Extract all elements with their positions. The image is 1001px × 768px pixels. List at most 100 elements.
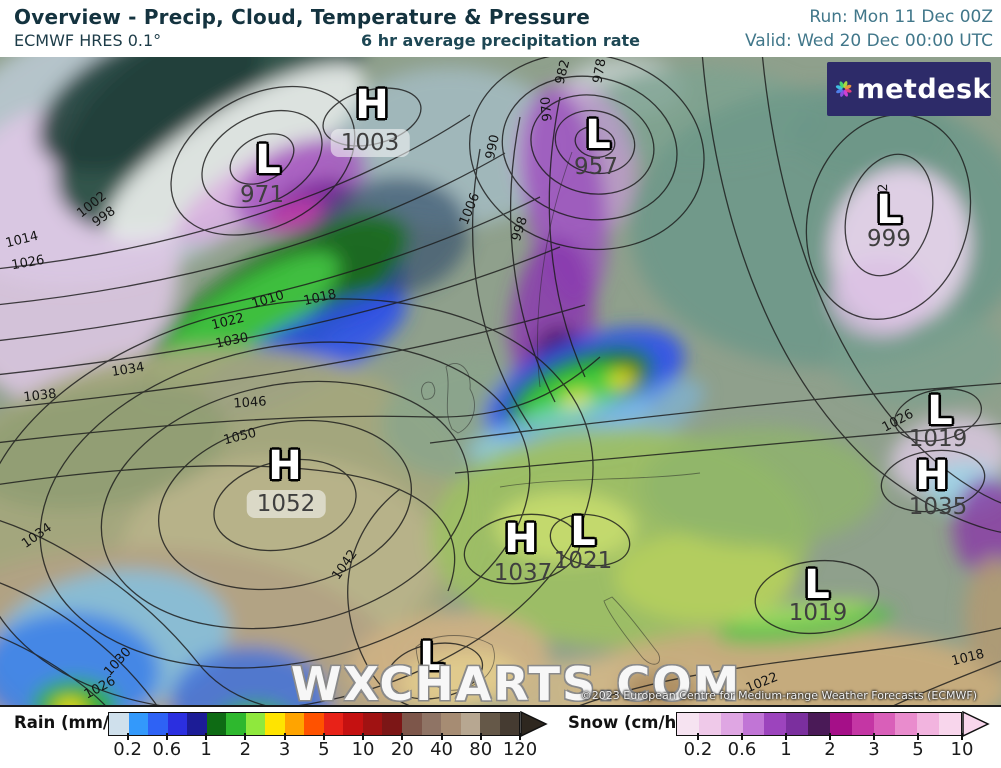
pressure-center-l: L — [876, 187, 902, 233]
colorbar-tick-value: 0.6 — [727, 739, 757, 760]
pressure-value: 1019 — [908, 426, 968, 452]
colorbar-tick-value: 5 — [912, 739, 924, 760]
colorbar-tick-value: 0.6 — [152, 739, 182, 760]
colorbar-arrow — [962, 711, 990, 737]
legend-bar: Rain (mm/hr) 0.2 0.6 1 2 3 5 10 20 40 80 120 Snow … — [0, 709, 1001, 768]
snow-colorbar-segments — [676, 712, 962, 736]
colorbar-tick-value: 10 — [351, 739, 375, 760]
colorbar-tick-value: 20 — [390, 739, 414, 760]
colorbar-segment — [677, 713, 699, 735]
copyright-notice: ©2023 European Centre for Medium-range W… — [580, 689, 977, 702]
colorbar-segment — [128, 713, 149, 735]
pressure-value: 1003 — [330, 129, 410, 157]
colorbar-tick — [917, 733, 919, 740]
colorbar-segment — [829, 713, 852, 735]
pressure-value: 957 — [574, 154, 618, 180]
colorbar-tick-value: 0.2 — [683, 739, 713, 760]
colorbar-tick-value: 3 — [868, 739, 880, 760]
rain-legend-label: Rain (mm/hr) — [14, 713, 137, 732]
colorbar-segment — [720, 713, 743, 735]
parameter-label: 6 hr average precipitation rate — [360, 31, 640, 50]
header-bar: Overview - Precip, Cloud, Temperature & … — [0, 0, 1001, 57]
colorbar-segment — [764, 713, 787, 735]
logo-petal — [836, 88, 843, 94]
colorbar-segment — [742, 713, 765, 735]
colorbar-segment — [873, 713, 896, 735]
colorbar-segment — [343, 713, 363, 735]
logo-petal — [843, 89, 848, 97]
colorbar-segment — [284, 713, 305, 735]
colorbar-segment — [441, 713, 461, 735]
valid-time: Valid: Wed 20 Dec 00:00 UTC — [745, 31, 993, 51]
pressure-value: 1021 — [553, 548, 613, 574]
colorbar-segment — [698, 713, 721, 735]
colorbar-tick — [519, 733, 521, 740]
metdesk-wordmark: metdesk — [856, 73, 991, 105]
snow-colorbar: 0.2 0.6 1 2 3 5 10 — [676, 711, 990, 760]
colorbar-segment — [939, 713, 961, 735]
colorbar-segment — [401, 713, 422, 735]
colorbar-segment — [245, 713, 266, 735]
page-title: Overview - Precip, Cloud, Temperature & … — [14, 5, 591, 29]
metdesk-logo: metdesk — [827, 62, 991, 116]
colorbar-tick — [244, 733, 247, 740]
colorbar-arrow — [520, 711, 548, 737]
pressure-value: 999 — [867, 226, 911, 252]
colorbar-segment — [265, 713, 285, 735]
colorbar-segment — [167, 713, 188, 735]
pressure-center-l: L — [804, 562, 830, 608]
colorbar-segment — [480, 713, 500, 735]
pressure-center-l: L — [585, 112, 611, 158]
colorbar-tick — [283, 733, 286, 740]
colorbar-segment — [226, 713, 246, 735]
colorbar-tick-value: 2 — [824, 739, 836, 760]
run-time: Run: Mon 11 Dec 00Z — [809, 7, 993, 27]
pressure-center-l: L — [419, 634, 445, 680]
pressure-center-h: H — [504, 516, 538, 562]
colorbar-tick-value: 0.2 — [113, 739, 142, 760]
colorbar-segment — [499, 713, 520, 735]
pressure-center-l: L — [570, 509, 596, 555]
pressure-center-h: H — [355, 82, 389, 128]
weather-map: metdesk WXCHARTS.COM ©2023 European Cent… — [0, 57, 1001, 707]
colorbar-tick-value: 80 — [469, 739, 493, 760]
pressure-value: 1035 — [908, 494, 968, 520]
colorbar-tick — [322, 733, 325, 740]
rain-colorbar-segments — [108, 712, 520, 736]
colorbar-segment — [323, 713, 344, 735]
colorbar-tick — [741, 733, 743, 740]
colorbar-segment — [895, 713, 918, 735]
pressure-center-l: L — [255, 137, 281, 183]
colorbar-tick — [961, 733, 963, 740]
colorbar-tick — [401, 733, 404, 740]
colorbar-tick-value: 5 — [318, 739, 330, 760]
colorbar-segment — [421, 713, 442, 735]
colorbar-tick-value: 3 — [278, 739, 291, 760]
colorbar-tick — [362, 733, 365, 740]
colorbar-tick — [440, 733, 443, 740]
colorbar-segment — [206, 713, 227, 735]
map-graphic — [0, 57, 1001, 705]
metdesk-flower-icon — [835, 81, 852, 97]
colorbar-tick — [479, 733, 482, 740]
rain-colorbar: 0.2 0.6 1 2 3 5 10 20 40 80 120 — [108, 711, 548, 760]
colorbar-tick-value: 2 — [239, 739, 252, 760]
pressure-value: 1037 — [493, 560, 553, 586]
colorbar-tick — [205, 733, 208, 740]
colorbar-tick-value: 1 — [200, 739, 212, 760]
logo-petal — [844, 84, 852, 90]
pressure-value: 1052 — [246, 490, 326, 518]
colorbar-segment — [460, 713, 481, 735]
colorbar-segment — [917, 713, 940, 735]
pressure-center-h: H — [268, 443, 302, 489]
colorbar-tick — [126, 733, 129, 740]
pressure-center-h: H — [915, 453, 949, 499]
colorbar-segment — [382, 713, 402, 735]
colorbar-segment — [851, 713, 874, 735]
colorbar-tick — [165, 733, 168, 740]
snow-legend-label: Snow (cm/hr) — [568, 713, 692, 732]
isobar-label: 1046 — [232, 394, 268, 412]
colorbar-segment — [109, 713, 129, 735]
colorbar-segment — [187, 713, 207, 735]
